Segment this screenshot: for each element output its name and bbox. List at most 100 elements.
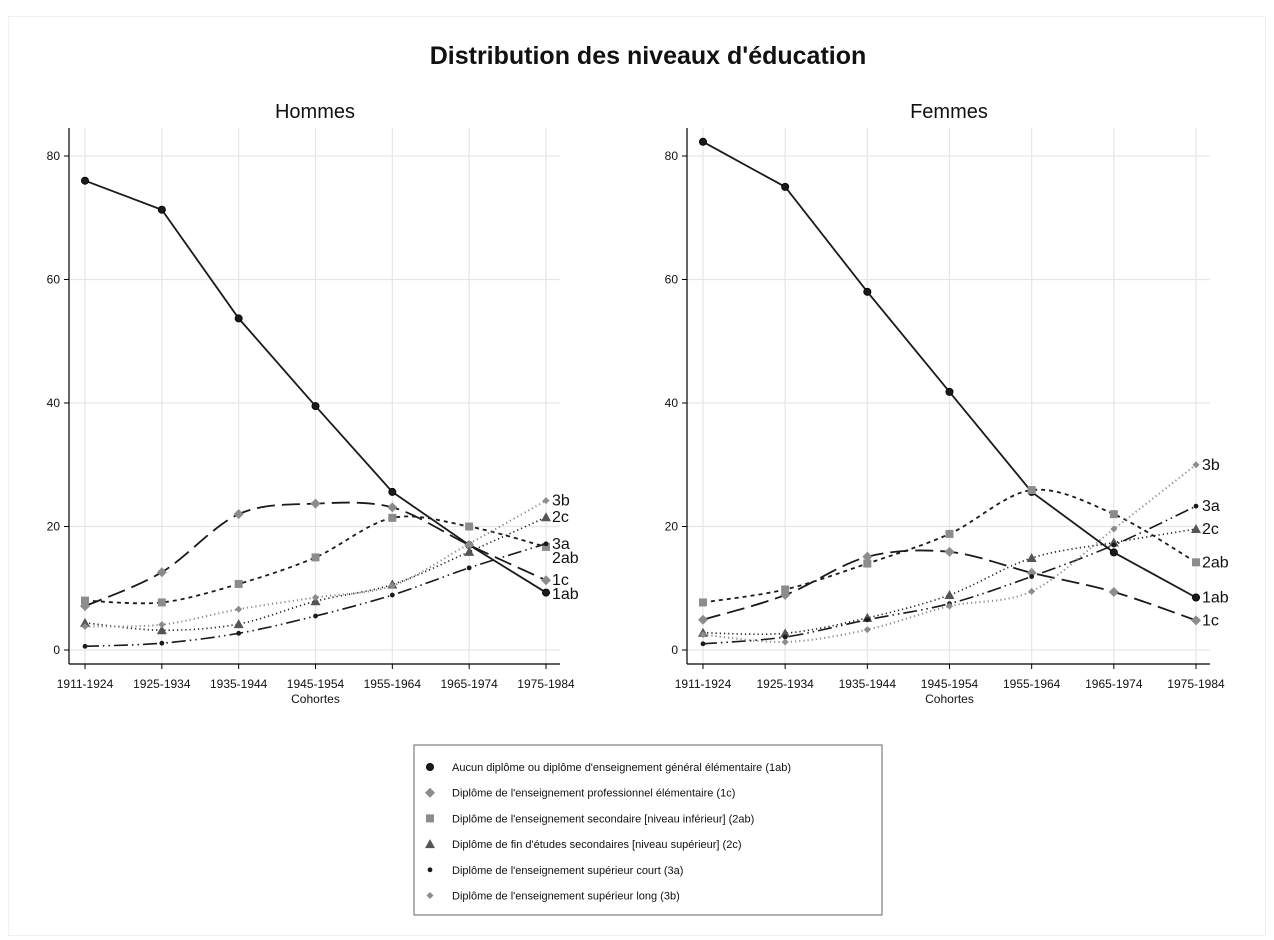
x-tick-label: 1945-1954 (921, 677, 979, 691)
data-point-3a (82, 643, 88, 649)
y-tick-label: 20 (47, 520, 61, 534)
legend-marker-2c (425, 839, 435, 849)
data-point-2ab (863, 559, 872, 568)
data-point-3b (1192, 461, 1200, 469)
data-point-1ab (157, 205, 166, 214)
legend-item-3a: Diplôme de l'enseignement supérieur cour… (427, 865, 683, 877)
data-point-1c (1191, 615, 1201, 626)
data-point-3a (864, 617, 870, 623)
data-point-1ab (81, 176, 90, 185)
legend-item-1c: Diplôme de l'enseignement professionnel … (425, 787, 735, 800)
data-point-3a (1029, 574, 1035, 579)
legend-label: Aucun diplôme ou diplôme d'enseignement … (452, 762, 791, 774)
data-point-2ab (1027, 486, 1036, 495)
end-label-3b: 3b (1202, 457, 1220, 474)
data-point-2ab (542, 542, 550, 551)
data-point-2ab (699, 598, 707, 607)
data-point-1c (1108, 586, 1119, 597)
data-point-1c (310, 498, 321, 509)
end-label-1ab: 1ab (552, 586, 579, 603)
data-point-1ab (388, 487, 397, 496)
legend-marker-1c (425, 787, 435, 798)
data-point-2c (1108, 537, 1119, 547)
legend-label: Diplôme de l'enseignement secondaire [ni… (452, 813, 754, 825)
end-label-3b: 3b (552, 493, 570, 510)
data-point-1ab (311, 402, 320, 411)
data-point-1c (387, 502, 398, 513)
y-tick-label: 40 (665, 396, 679, 410)
end-label-3a: 3a (1202, 498, 1220, 515)
data-point-2ab (157, 598, 166, 607)
legend-label: Diplôme de l'enseignement supérieur long… (452, 891, 680, 903)
legend-item-1ab: Aucun diplôme ou diplôme d'enseignement … (425, 762, 791, 774)
y-tick-label: 0 (53, 643, 60, 657)
data-point-3a (159, 640, 165, 646)
y-tick-label: 60 (47, 273, 61, 287)
x-tick-label: 1975-1984 (517, 677, 575, 691)
x-axis-label: Cohortes (291, 692, 340, 706)
series-2ab (81, 513, 550, 607)
data-point-3b (1028, 587, 1036, 595)
y-tick-label: 80 (47, 149, 61, 163)
x-tick-label: 1945-1954 (287, 677, 345, 691)
data-point-2ab (1192, 558, 1200, 567)
end-label-2ab: 2ab (552, 550, 579, 567)
data-point-1ab (542, 588, 551, 597)
data-point-3b (388, 582, 396, 590)
data-point-3a (313, 613, 318, 619)
x-tick-label: 1975-1984 (1167, 677, 1225, 691)
x-axis-label: Cohortes (925, 692, 974, 706)
legend-marker-1ab (425, 763, 434, 772)
data-point-2ab (465, 522, 474, 531)
data-point-3b (312, 594, 319, 602)
data-point-2ab (781, 585, 790, 594)
series-3b (81, 497, 550, 631)
panel-hommes: 0 20 40 60 80 1911-1924 1925-1934 1935-1944 1945… (47, 101, 579, 706)
data-point-3b (158, 621, 166, 629)
x-tick-label: 1965-1974 (1085, 677, 1143, 691)
x-tick-label: 1965-1974 (440, 677, 498, 691)
series-2ab (699, 486, 1200, 607)
data-point-3a (466, 565, 472, 571)
data-point-3b (542, 497, 550, 505)
end-label-2c: 2c (552, 509, 569, 526)
data-point-3a (236, 630, 242, 636)
end-label-1c: 1c (552, 572, 569, 589)
data-point-2c (80, 617, 90, 627)
data-point-1c (541, 575, 551, 586)
data-point-3b (81, 623, 89, 631)
data-point-2c (464, 546, 475, 556)
series-3b (699, 461, 1200, 646)
data-point-3b (465, 540, 473, 548)
legend-marker-3b (426, 892, 434, 899)
data-point-2c (233, 619, 244, 629)
x-tick-label: 1925-1934 (756, 677, 814, 691)
data-point-1ab (1192, 593, 1201, 602)
data-point-2ab (81, 596, 89, 605)
data-point-3b (1110, 525, 1118, 533)
x-tick-label: 1935-1944 (839, 677, 897, 691)
legend-label: Diplôme de fin d'études secondaires [niv… (452, 839, 741, 851)
end-label-1c: 1c (1202, 612, 1219, 629)
data-point-2c (1026, 552, 1037, 562)
data-point-1c (698, 614, 708, 625)
y-tick-label: 20 (665, 520, 679, 534)
figure-frame (8, 16, 1266, 936)
data-point-3b (699, 631, 707, 639)
data-point-2ab (1109, 510, 1118, 519)
data-point-2c (541, 512, 551, 522)
data-point-2c (780, 628, 791, 638)
data-point-3a (782, 634, 788, 640)
series-3a (82, 541, 549, 649)
end-label-3a: 3a (552, 536, 570, 553)
data-point-2c (156, 625, 167, 635)
data-point-3b (235, 605, 243, 613)
data-point-1ab (699, 137, 708, 146)
legend-box (413, 744, 883, 916)
data-point-1ab (863, 287, 872, 296)
data-point-1c (944, 546, 955, 557)
data-point-3b (946, 602, 953, 610)
legend-item-3b: Diplôme de l'enseignement supérieur long… (426, 891, 680, 903)
x-tick-label: 1911-1924 (675, 677, 732, 691)
